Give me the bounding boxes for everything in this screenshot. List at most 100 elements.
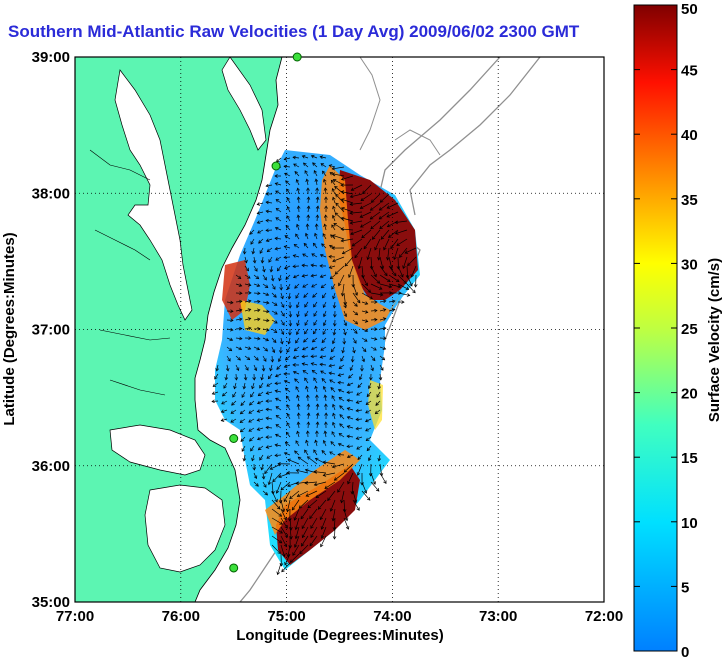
velocity-arrow [279, 283, 283, 291]
velocity-arrow [280, 319, 285, 326]
colorbar-tick-label: 10 [681, 515, 698, 532]
velocity-arrow [339, 423, 345, 429]
velocity-arrow [362, 184, 372, 195]
velocity-arrow [274, 226, 282, 231]
colorbar-tick-label: 15 [681, 450, 698, 467]
colorbar-label: Surface Velocity (cm/s) [706, 258, 723, 422]
velocity-arrow [370, 300, 378, 304]
velocity-arrow [262, 355, 267, 362]
velocity-arrow [275, 481, 282, 494]
velocity-arrow [283, 245, 291, 249]
velocity-arrow [355, 408, 363, 413]
velocity-arrow [314, 385, 318, 393]
velocity-arrow [352, 301, 358, 307]
velocity-arrow [224, 373, 229, 381]
velocity-arrow [306, 205, 311, 213]
velocity-arrow [324, 421, 328, 429]
velocity-arrow [280, 526, 288, 538]
velocity-arrow [270, 355, 275, 363]
albemarle-sound [109, 424, 206, 476]
velocity-arrow [234, 373, 239, 381]
velocity-arrow [230, 418, 237, 423]
velocity-arrow [357, 454, 363, 460]
velocity-arrow [260, 373, 264, 381]
velocity-arrow [340, 183, 354, 187]
velocity-arrow [292, 544, 300, 556]
velocity-arrow [406, 283, 416, 294]
velocity-arrow [230, 409, 237, 414]
velocity-arrow [397, 274, 407, 285]
velocity-arrow [330, 179, 336, 186]
velocity-arrow [322, 460, 336, 465]
velocity-arrow [271, 283, 276, 290]
x-tick-label: 72:00 [585, 608, 623, 625]
velocity-arrow [388, 274, 400, 283]
y-tick-label: 37:00 [32, 322, 70, 339]
velocity-arrow [379, 336, 387, 341]
velocity-arrow [332, 526, 337, 540]
velocity-arrow [311, 337, 318, 343]
velocity-arrow [355, 426, 363, 431]
velocity-arrow [332, 205, 336, 213]
velocity-arrow [361, 292, 374, 300]
velocity-arrow [379, 364, 384, 371]
velocity-arrow [286, 283, 291, 291]
velocity-arrow [352, 283, 359, 296]
velocity-arrow [332, 301, 337, 309]
velocity-arrow [292, 363, 300, 367]
velocity-arrow [374, 238, 381, 251]
velocity-arrow [323, 187, 328, 195]
velocity-arrow [328, 363, 336, 368]
velocity-arrow [370, 337, 378, 341]
velocity-arrow [235, 317, 243, 322]
velocity-arrow [399, 247, 408, 258]
velocity-arrow [371, 229, 381, 240]
velocity-arrow [346, 390, 354, 395]
velocity-arrow [341, 247, 354, 255]
velocity-arrow [346, 425, 354, 429]
velocity-arrow [332, 319, 337, 327]
velocity-arrow [295, 178, 300, 186]
velocity-arrow [242, 454, 247, 462]
velocity-arrow [265, 228, 273, 233]
velocity-arrow [222, 391, 228, 397]
velocity-arrow [264, 463, 273, 475]
velocity-arrow [360, 220, 372, 228]
velocity-arrow [212, 382, 219, 387]
velocity-arrow [262, 274, 267, 281]
velocity-arrow [410, 265, 417, 278]
velocity-arrow [331, 166, 345, 171]
velocity-arrow [288, 319, 293, 327]
velocity-arrow [265, 218, 273, 223]
velocity-arrow [244, 265, 250, 272]
velocity-arrow [397, 283, 410, 290]
velocity-arrow [302, 283, 309, 288]
velocity-arrow [235, 291, 243, 296]
velocity-arrow [343, 310, 348, 318]
velocity-arrow [340, 283, 345, 297]
velocity-arrow [334, 265, 345, 275]
velocity-arrow [293, 243, 300, 249]
velocity-arrow [315, 196, 320, 204]
velocity-arrow [280, 481, 291, 491]
velocity-arrow [296, 421, 301, 429]
velocity-arrow [340, 490, 345, 504]
velocity-arrow [360, 364, 364, 372]
velocity-arrow [252, 256, 257, 264]
velocity-arrow [296, 196, 301, 204]
velocity-arrow [370, 265, 377, 278]
velocity-arrow [265, 399, 273, 403]
velocity-arrow [313, 481, 327, 487]
velocity-arrow [258, 238, 264, 244]
velocity-arrow [366, 445, 372, 452]
velocity-arrow [252, 373, 257, 381]
pamlico-sound [144, 484, 226, 573]
map-title: Southern Mid-Atlantic Raw Velocities (1 … [8, 22, 580, 41]
velocity-arrow [288, 328, 292, 336]
velocity-arrow [305, 223, 310, 231]
velocity-arrow [295, 328, 300, 336]
velocity-arrow [250, 445, 255, 452]
velocity-arrow [262, 309, 270, 314]
colorbar [633, 4, 678, 652]
velocity-arrow [291, 499, 300, 511]
